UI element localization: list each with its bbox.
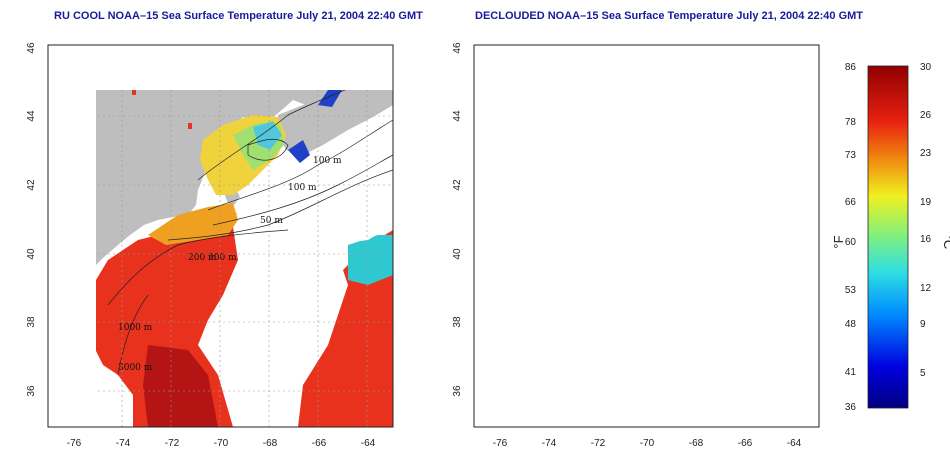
- x-tick-label: -74: [542, 438, 557, 449]
- y-tick-label: 46: [452, 42, 463, 54]
- contour-label: 200 m: [208, 253, 237, 263]
- contour-label: 50 m: [686, 216, 709, 226]
- colorbar-c-tick: 30: [920, 62, 932, 73]
- x-tick-label: -70: [214, 438, 229, 449]
- contour-label: 200 m: [188, 253, 217, 263]
- y-tick-label: 40: [452, 248, 463, 260]
- y-tick-label: 44: [26, 110, 37, 122]
- x-tick-label: -64: [361, 438, 376, 449]
- contour-label: 1000 m: [118, 323, 153, 333]
- right-map: 100 m 100 m 50 m 200 m 2000 m: [474, 45, 819, 427]
- x-tick-label: -68: [263, 438, 278, 449]
- x-tick-label: -72: [165, 438, 180, 449]
- y-tick-label: 38: [26, 316, 37, 328]
- colorbar-f-tick: 60: [845, 237, 857, 248]
- colorbar-f-tick: 48: [845, 319, 857, 330]
- y-tick-label: 44: [452, 110, 463, 122]
- y-tick-label: 46: [26, 42, 37, 54]
- contour-label: 100 m: [288, 183, 317, 193]
- left-map: 100 m 100 m 50 m 200 m 200 m 1000 m 3000…: [96, 90, 394, 427]
- colorbar: [867, 65, 909, 409]
- contour-label: 100 m: [714, 183, 743, 193]
- right-panel-title: DECLOUDED NOAA–15 Sea Surface Temperatur…: [475, 10, 864, 22]
- y-tick-label: 36: [26, 385, 37, 397]
- colorbar-c-tick: 9: [920, 319, 926, 330]
- right-map-frame: [473, 44, 820, 428]
- colorbar-f-tick: 53: [845, 285, 857, 296]
- x-tick-label: -70: [640, 438, 655, 449]
- contour-label: 100 m: [739, 156, 768, 166]
- colorbar-f-tick: 36: [845, 402, 857, 413]
- y-tick-label: 36: [452, 385, 463, 397]
- colorbar-c-tick: 5: [920, 368, 926, 379]
- y-tick-label: 42: [26, 179, 37, 191]
- colorbar-f-tick: 41: [845, 367, 857, 378]
- left-panel-title: RU COOL NOAA–15 Sea Surface Temperature …: [54, 10, 423, 22]
- contour-label: 3000 m: [118, 363, 153, 373]
- left-map-frame: [47, 44, 394, 428]
- contour-label: 100 m: [313, 156, 342, 166]
- celsius-unit-label: °C: [941, 235, 950, 250]
- contour-label: 200 m: [634, 253, 663, 263]
- y-tick-label: 40: [26, 248, 37, 260]
- colorbar-f-tick: 73: [845, 150, 857, 161]
- colorbar-c-tick: 19: [920, 197, 932, 208]
- x-tick-label: -68: [689, 438, 704, 449]
- x-tick-label: -66: [312, 438, 327, 449]
- contour-label: 2000 m: [536, 353, 571, 363]
- y-tick-label: 38: [452, 316, 463, 328]
- x-tick-label: -76: [67, 438, 82, 449]
- x-tick-label: -76: [493, 438, 508, 449]
- contour-label: 50 m: [260, 216, 283, 226]
- colorbar-c-tick: 16: [920, 234, 932, 245]
- x-tick-label: -72: [591, 438, 606, 449]
- colorbar-c-tick: 12: [920, 283, 932, 294]
- colorbar-c-tick: 23: [920, 148, 932, 159]
- x-tick-label: -64: [787, 438, 802, 449]
- x-tick-label: -74: [116, 438, 131, 449]
- fahrenheit-unit-label: °F: [831, 235, 846, 248]
- colorbar-c-tick: 26: [920, 110, 932, 121]
- colorbar-f-tick: 78: [845, 117, 857, 128]
- colorbar-f-tick: 86: [845, 62, 857, 73]
- y-tick-label: 42: [452, 179, 463, 191]
- x-tick-label: -66: [738, 438, 753, 449]
- colorbar-f-tick: 66: [845, 197, 857, 208]
